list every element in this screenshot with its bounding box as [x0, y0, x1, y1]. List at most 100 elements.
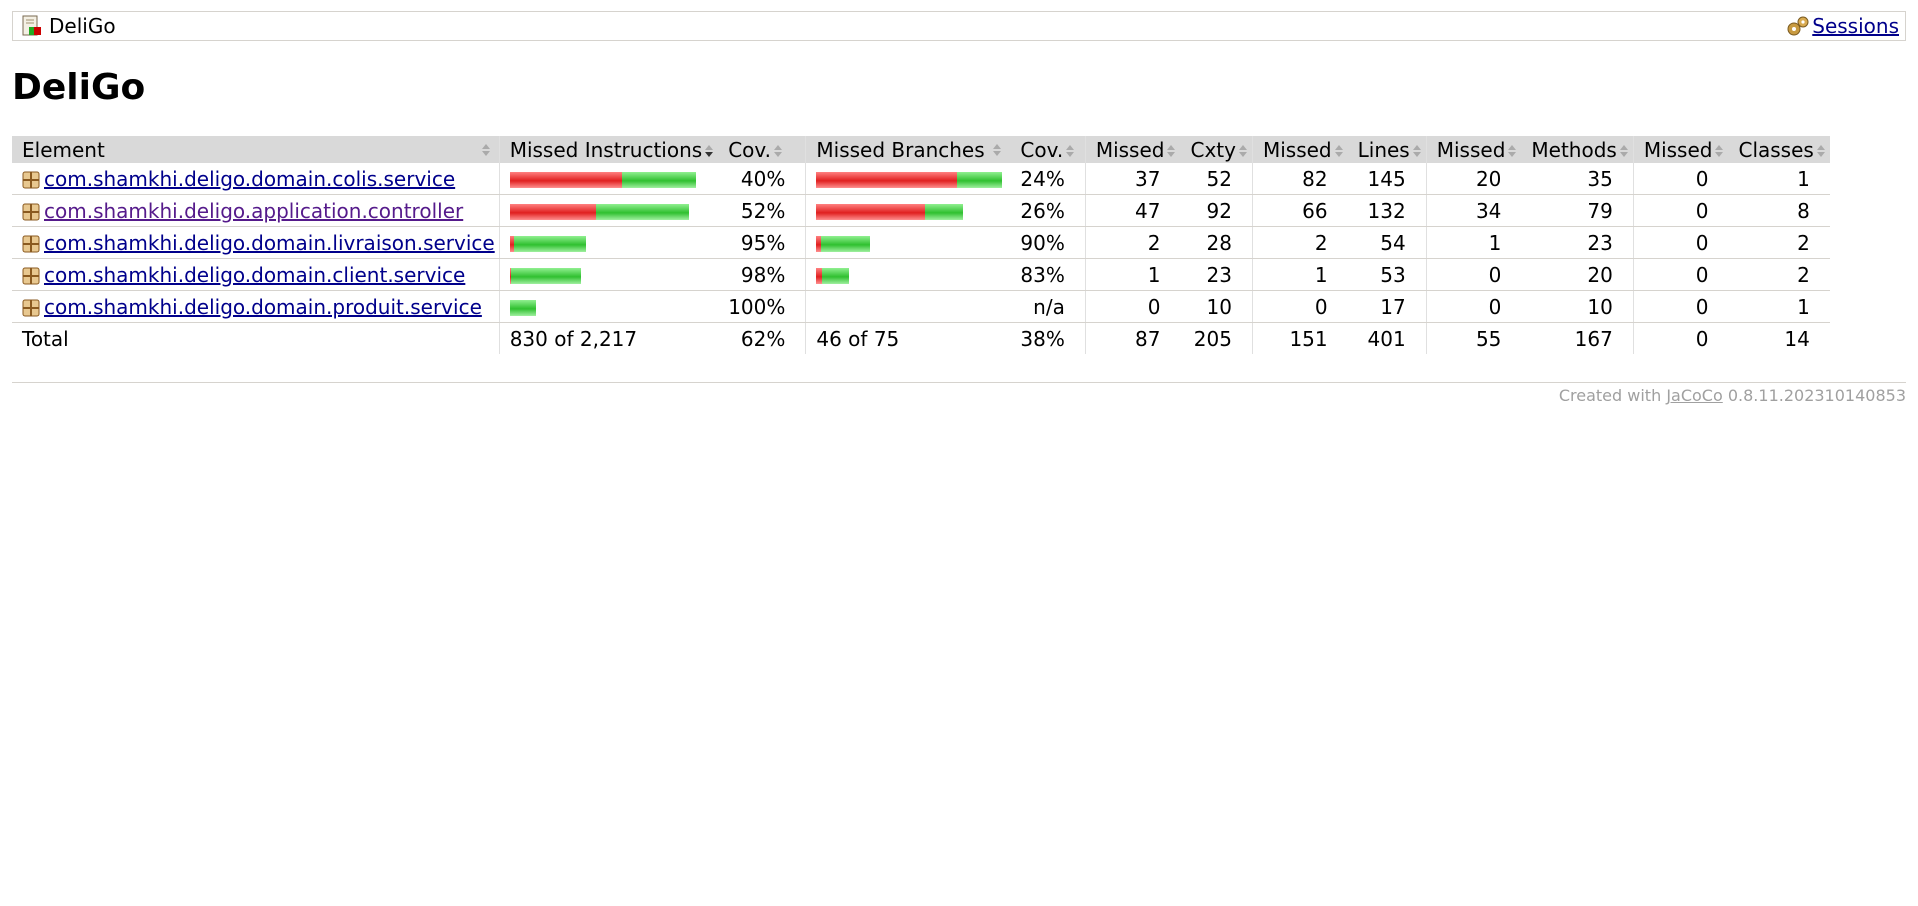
package-link[interactable]: com.shamkhi.deligo.domain.produit.servic…: [44, 294, 482, 319]
instructions-bar-cell: [498, 226, 719, 259]
missed-bar-segment: [509, 172, 622, 188]
missed-bar-segment: [816, 204, 926, 220]
element-cell: com.shamkhi.deligo.domain.produit.servic…: [12, 290, 500, 323]
cov-instructions: 95%: [718, 226, 806, 259]
coverage-bar: [816, 236, 871, 252]
classes: 2: [1728, 258, 1830, 291]
branches-bar-cell: [805, 290, 1011, 323]
col-methods[interactable]: Methods: [1521, 136, 1634, 163]
sort-icon: [481, 144, 490, 156]
col-cov-branches[interactable]: Cov.: [1010, 136, 1086, 163]
total-missed-classes: 0: [1632, 322, 1729, 354]
col-element[interactable]: Element: [12, 136, 500, 163]
jacoco-link[interactable]: JaCoCo: [1666, 386, 1723, 405]
missed-cxty: 1: [1084, 258, 1181, 291]
col-missed-methods-label: Missed: [1436, 137, 1506, 162]
col-missed-classes[interactable]: Missed: [1632, 136, 1729, 163]
missed-methods: 0: [1425, 290, 1522, 323]
col-lines[interactable]: Lines: [1347, 136, 1427, 163]
lines: 145: [1347, 163, 1427, 195]
col-missed-instructions[interactable]: Missed Instructions: [498, 136, 719, 163]
missed-methods: 20: [1425, 163, 1522, 195]
missed-bar-segment: [509, 268, 511, 284]
missed-methods: 1: [1425, 226, 1522, 259]
missed-methods: 0: [1425, 258, 1522, 291]
missed-lines: 1: [1251, 258, 1348, 291]
col-cov-instructions-label: Cov.: [728, 137, 772, 162]
table-row: com.shamkhi.deligo.domain.colis.service 4…: [12, 163, 1830, 195]
classes: 1: [1728, 163, 1830, 195]
sessions-link[interactable]: Sessions: [1812, 14, 1899, 38]
coverage-bar: [509, 236, 586, 252]
missed-methods: 34: [1425, 194, 1522, 227]
col-missed-methods[interactable]: Missed: [1425, 136, 1522, 163]
col-classes[interactable]: Classes: [1728, 136, 1830, 163]
package-link[interactable]: com.shamkhi.deligo.domain.colis.service: [44, 166, 456, 191]
footer: Created with JaCoCo 0.8.11.202310140853: [1559, 386, 1906, 405]
element-cell: com.shamkhi.deligo.domain.client.service: [12, 258, 500, 291]
total-cxty: 205: [1193, 326, 1232, 351]
methods: 20: [1521, 258, 1634, 291]
total-cov-instructions: 62%: [740, 326, 786, 351]
sort-icon: [1715, 144, 1724, 157]
covered-bar-segment: [822, 268, 850, 284]
package-link[interactable]: com.shamkhi.deligo.application.controlle…: [44, 198, 464, 223]
sort-icon: [1816, 144, 1825, 157]
col-missed-cxty-label: Missed: [1095, 137, 1165, 162]
col-missed-cxty[interactable]: Missed: [1084, 136, 1181, 163]
sort-icon: [774, 144, 783, 157]
missed-lines: 82: [1251, 163, 1348, 195]
package-link[interactable]: com.shamkhi.deligo.domain.client.service: [44, 262, 466, 287]
methods: 79: [1521, 194, 1634, 227]
col-missed-lines[interactable]: Missed: [1251, 136, 1348, 163]
coverage-bar: [816, 268, 850, 284]
missed-classes: 0: [1632, 290, 1729, 323]
missed-cxty: 0: [1084, 290, 1181, 323]
covered-bar-segment: [821, 236, 871, 252]
element-cell: com.shamkhi.deligo.application.controlle…: [12, 194, 500, 227]
covered-bar-segment: [510, 268, 581, 284]
col-missed-classes-label: Missed: [1643, 137, 1713, 162]
package-link[interactable]: com.shamkhi.deligo.domain.livraison.serv…: [44, 230, 495, 255]
cov-branches: 24%: [1010, 163, 1086, 195]
covered-bar-segment: [925, 204, 964, 220]
col-missed-instructions-label: Missed Instructions: [509, 137, 703, 162]
total-classes: 14: [1784, 326, 1810, 351]
covered-bar-segment: [621, 172, 696, 188]
table-row: com.shamkhi.deligo.domain.produit.servic…: [12, 290, 1830, 323]
missed-bar-segment: [816, 236, 822, 252]
sort-icon: [1238, 144, 1247, 157]
branches-bar-cell: [805, 258, 1011, 291]
coverage-bar: [509, 268, 581, 284]
element-cell: com.shamkhi.deligo.domain.livraison.serv…: [12, 226, 500, 259]
instructions-bar-cell: [498, 290, 719, 323]
sort-icon: [1508, 144, 1517, 157]
missed-bar-segment: [509, 204, 596, 220]
missed-lines: 2: [1251, 226, 1348, 259]
sort-down-icon: [705, 144, 714, 157]
sort-icon: [1334, 144, 1343, 157]
element-cell: com.shamkhi.deligo.domain.colis.service: [12, 163, 500, 195]
cxty: 52: [1180, 163, 1253, 195]
total-cov-branches: 38%: [1020, 326, 1065, 351]
footer-version: 0.8.11.202310140853: [1727, 386, 1906, 405]
branches-bar-cell: [805, 226, 1011, 259]
total-missed-methods: 55: [1425, 322, 1522, 354]
cov-instructions: 40%: [718, 163, 806, 195]
table-row: com.shamkhi.deligo.application.controlle…: [12, 194, 1830, 227]
methods: 35: [1521, 163, 1634, 195]
classes: 1: [1728, 290, 1830, 323]
coverage-bar: [816, 172, 1003, 188]
col-cov-instructions[interactable]: Cov.: [718, 136, 806, 163]
cxty: 28: [1180, 226, 1253, 259]
methods: 23: [1521, 226, 1634, 259]
classes: 2: [1728, 226, 1830, 259]
col-cov-branches-label: Cov.: [1020, 137, 1064, 162]
missed-bar-segment: [816, 172, 958, 188]
cov-branches: 26%: [1010, 194, 1086, 227]
sort-icon: [1167, 144, 1176, 157]
table-row: com.shamkhi.deligo.domain.client.service…: [12, 258, 1830, 291]
col-cxty[interactable]: Cxty: [1180, 136, 1253, 163]
missed-classes: 0: [1632, 226, 1729, 259]
col-missed-branches[interactable]: Missed Branches: [805, 136, 1011, 163]
